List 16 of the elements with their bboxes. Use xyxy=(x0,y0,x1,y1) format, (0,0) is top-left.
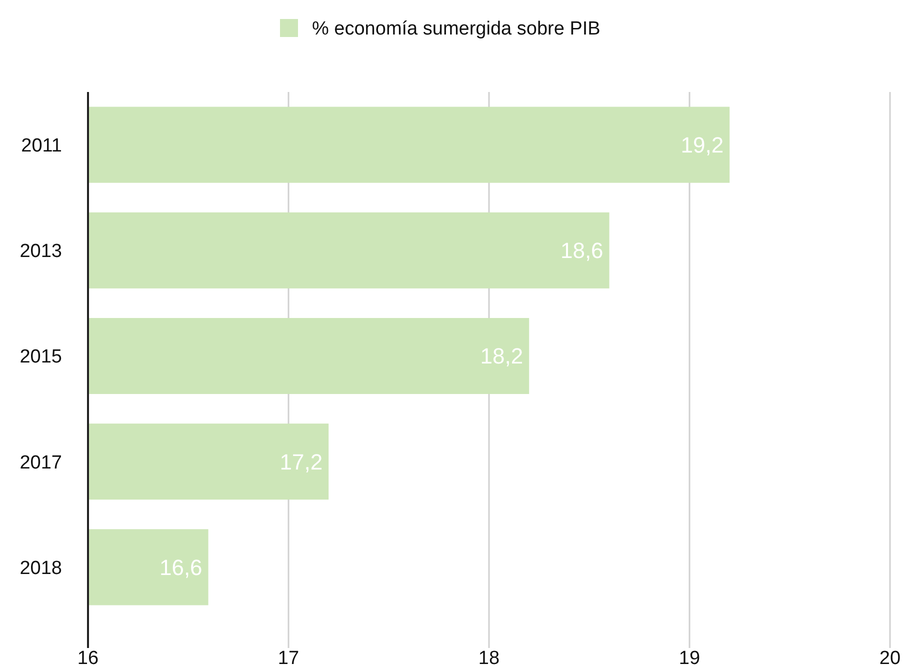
y-tick-label: 2017 xyxy=(20,452,62,474)
data-label: 16,6 xyxy=(159,554,202,580)
x-tick-label: 20 xyxy=(879,648,901,666)
y-tick-label: 2018 xyxy=(20,558,62,579)
x-tick-label: 18 xyxy=(478,648,500,666)
data-label: 17,2 xyxy=(280,449,323,474)
data-label: 19,2 xyxy=(680,132,724,158)
legend-label: % economía sumergida sobre PIB xyxy=(312,18,600,40)
y-tick-label: 2011 xyxy=(21,135,62,156)
data-label: 18,6 xyxy=(560,238,604,264)
y-tick-label: 2015 xyxy=(20,346,62,368)
data-label: 18,2 xyxy=(480,344,524,369)
x-tick-label: 19 xyxy=(678,648,700,666)
y-tick-label: 2013 xyxy=(20,241,62,262)
x-tick-label: 17 xyxy=(278,648,300,666)
x-tick-label: 16 xyxy=(77,648,99,666)
